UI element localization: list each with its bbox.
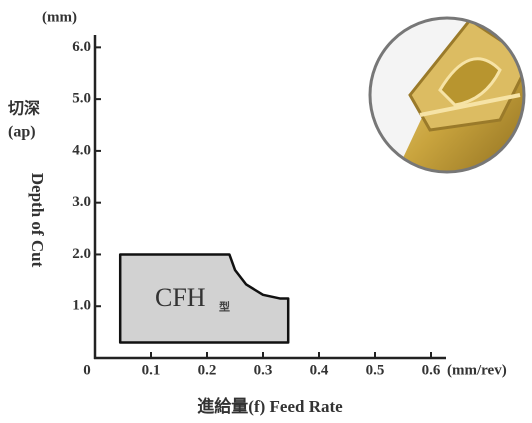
x-tick-label: 0.6 (422, 362, 441, 378)
x-unit: (mm/rev) (447, 362, 507, 378)
y-tick-label: 2.0 (72, 246, 91, 262)
y-tick-label: 3.0 (72, 194, 91, 210)
y-tick-label: 5.0 (72, 91, 91, 107)
x-tick-label: 0.1 (142, 362, 161, 378)
insert-photo (368, 16, 526, 174)
x-tick-label: 0.4 (310, 362, 329, 378)
x-tick-label: 0.5 (366, 362, 385, 378)
y-unit: (mm) (42, 9, 77, 25)
y-label-symbol: (ap) (8, 124, 36, 141)
x-tick-label: 0.3 (254, 362, 273, 378)
x-label: 進給量(f) Feed Rate (197, 396, 343, 416)
application-region (118, 253, 290, 344)
region-label: CFH (155, 283, 206, 312)
y-label: Depth of Cut (28, 173, 47, 268)
y-tick-label: 4.0 (72, 142, 91, 158)
x-tick-label: 0.2 (198, 362, 217, 378)
y-label-cn: 切深 (8, 99, 40, 118)
y-tick-label: 6.0 (72, 39, 91, 55)
region-suffix: 型 (219, 300, 230, 314)
x-tick-label: 0 (83, 362, 91, 378)
y-tick-label: 1.0 (72, 298, 91, 314)
